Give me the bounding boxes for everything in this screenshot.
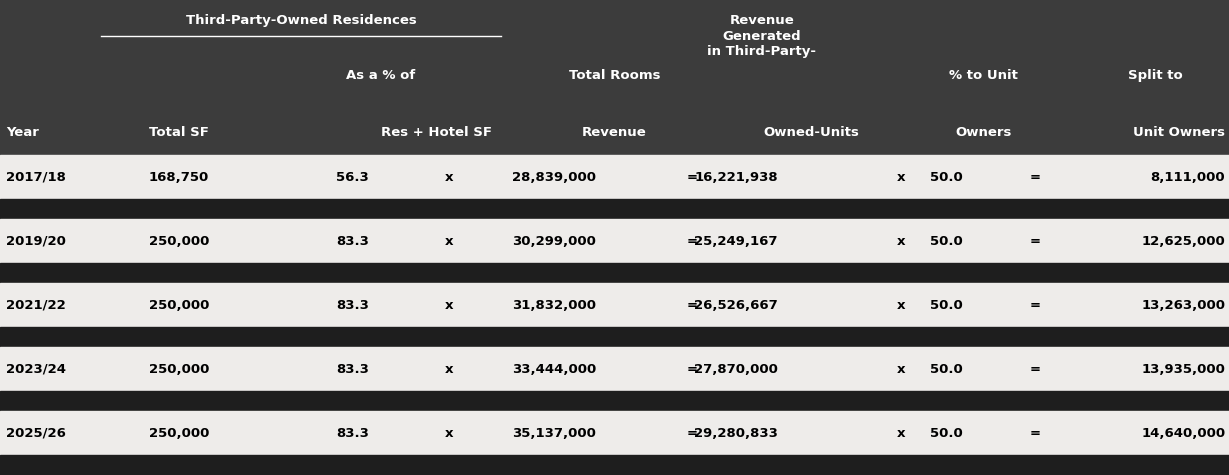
Bar	[0, 263, 1229, 283]
Text: 250,000: 250,000	[149, 299, 209, 312]
Text: 50.0: 50.0	[929, 427, 962, 440]
Text: Year: Year	[6, 126, 39, 139]
Text: =: =	[1030, 427, 1040, 440]
Text: 56.3: 56.3	[336, 171, 369, 184]
Text: =: =	[687, 171, 697, 184]
Bar	[0, 411, 1229, 456]
Text: Third-Party-Owned Residences: Third-Party-Owned Residences	[186, 14, 417, 27]
Text: =: =	[1030, 235, 1040, 247]
Text: 50.0: 50.0	[929, 299, 962, 312]
Text: 83.3: 83.3	[336, 299, 369, 312]
Text: 2019/20: 2019/20	[6, 235, 66, 247]
Text: =: =	[687, 362, 697, 376]
Bar	[0, 155, 1229, 199]
Bar	[0, 347, 1229, 391]
Text: 250,000: 250,000	[149, 427, 209, 440]
Text: As a % of: As a % of	[347, 69, 415, 82]
Text: x: x	[897, 235, 905, 247]
Text: 27,870,000: 27,870,000	[694, 362, 778, 376]
Text: =: =	[1030, 299, 1040, 312]
Text: x: x	[445, 299, 452, 312]
Text: 31,832,000: 31,832,000	[512, 299, 596, 312]
Text: 2023/24: 2023/24	[6, 362, 66, 376]
Text: 250,000: 250,000	[149, 362, 209, 376]
Text: 26,526,667: 26,526,667	[694, 299, 778, 312]
Text: x: x	[897, 362, 905, 376]
Bar	[0, 391, 1229, 411]
Text: 50.0: 50.0	[929, 171, 962, 184]
Text: 13,935,000: 13,935,000	[1142, 362, 1225, 376]
Text: =: =	[687, 299, 697, 312]
Text: Owners: Owners	[955, 126, 1011, 139]
Text: 30,299,000: 30,299,000	[512, 235, 596, 247]
Text: 13,263,000: 13,263,000	[1142, 299, 1225, 312]
Text: Revenue
Generated
in Third-Party-: Revenue Generated in Third-Party-	[708, 14, 816, 58]
Text: 250,000: 250,000	[149, 235, 209, 247]
Text: 2025/26: 2025/26	[6, 427, 66, 440]
Text: Total Rooms: Total Rooms	[569, 69, 660, 82]
Text: 83.3: 83.3	[336, 427, 369, 440]
Text: 2021/22: 2021/22	[6, 299, 66, 312]
Text: 12,625,000: 12,625,000	[1142, 235, 1225, 247]
Text: x: x	[445, 235, 452, 247]
Text: 28,839,000: 28,839,000	[512, 171, 596, 184]
Bar	[0, 200, 1229, 219]
Text: =: =	[1030, 171, 1040, 184]
Text: 83.3: 83.3	[336, 235, 369, 247]
Text: 83.3: 83.3	[336, 362, 369, 376]
Text: x: x	[897, 171, 905, 184]
Text: Unit Owners: Unit Owners	[1133, 126, 1225, 139]
Text: 8,111,000: 8,111,000	[1150, 171, 1225, 184]
Text: Split to: Split to	[1128, 69, 1182, 82]
Text: x: x	[445, 427, 452, 440]
Text: x: x	[445, 171, 452, 184]
Text: 33,444,000: 33,444,000	[511, 362, 596, 376]
Text: x: x	[897, 427, 905, 440]
Text: Revenue: Revenue	[583, 126, 646, 139]
Text: =: =	[1030, 362, 1040, 376]
Text: =: =	[687, 427, 697, 440]
Bar	[0, 219, 1229, 263]
Bar	[0, 283, 1229, 327]
Text: 25,249,167: 25,249,167	[694, 235, 778, 247]
Text: 16,221,938: 16,221,938	[694, 171, 778, 184]
Text: 50.0: 50.0	[929, 362, 962, 376]
Text: 50.0: 50.0	[929, 235, 962, 247]
Text: 168,750: 168,750	[149, 171, 209, 184]
Text: 2017/18: 2017/18	[6, 171, 66, 184]
Text: Owned-Units: Owned-Units	[763, 126, 859, 139]
Text: x: x	[897, 299, 905, 312]
Text: 35,137,000: 35,137,000	[512, 427, 596, 440]
Text: 29,280,833: 29,280,833	[694, 427, 778, 440]
Text: =: =	[687, 235, 697, 247]
Bar	[0, 0, 1229, 155]
Bar	[0, 327, 1229, 347]
Text: Total SF: Total SF	[149, 126, 209, 139]
Bar	[0, 456, 1229, 475]
Text: Res + Hotel SF: Res + Hotel SF	[381, 126, 492, 139]
Text: 14,640,000: 14,640,000	[1142, 427, 1225, 440]
Text: x: x	[445, 362, 452, 376]
Text: % to Unit: % to Unit	[949, 69, 1018, 82]
